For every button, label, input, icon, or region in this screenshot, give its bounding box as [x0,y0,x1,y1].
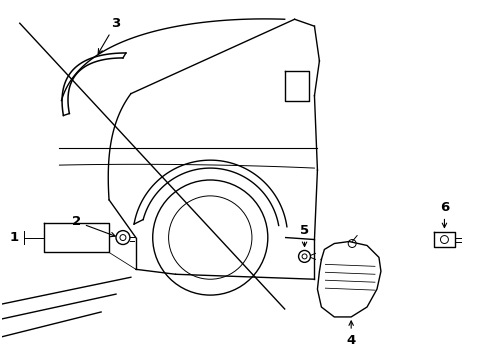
Text: 5: 5 [299,224,308,247]
Text: 2: 2 [72,215,115,237]
Text: 4: 4 [346,321,355,347]
Text: 6: 6 [439,201,448,228]
Text: 3: 3 [98,17,121,54]
Text: 1: 1 [10,231,19,244]
